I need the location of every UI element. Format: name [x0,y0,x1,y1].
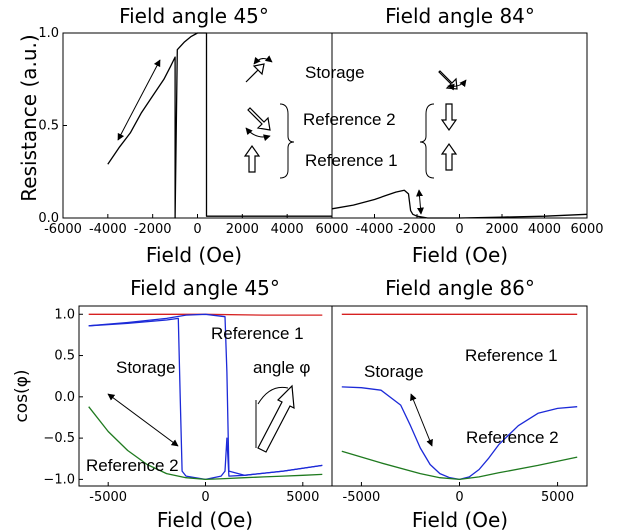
annotation-angle: angle φ [253,358,310,377]
y-tick-label: 0.5 [38,119,59,134]
y-tick-label: 1.0 [54,307,75,322]
x-tick-label: -6000 [44,222,82,237]
chart-title: Field angle 45° [130,276,280,300]
x-tick-label: 2000 [226,222,259,237]
series-group [331,189,588,219]
x-tick-label: 6000 [570,222,603,237]
panel-bottom-right: Field angle 86° Field (Oe) -5000 0 5000 Re… [331,276,588,532]
series-group [107,32,332,219]
x-tick-label: -2000 [134,222,172,237]
double-arrow-icon [117,59,161,141]
annotation-storage: Storage [305,63,365,82]
tick-group: -4000 -2000 0 2000 4000 6000 [356,214,604,237]
x-tick-label: 2000 [485,222,518,237]
x-tick-label: -4000 [356,222,394,237]
chart-title: Field angle 84° [385,4,535,28]
series-line [88,406,323,481]
double-arrow-icon [410,393,433,447]
x-tick-label: 4000 [528,222,561,237]
annotation-reference-2: Reference 2 [303,110,396,129]
curved-arrow-icon [253,55,273,65]
series-line [88,313,323,476]
hollow-arrow-icon [245,63,265,83]
x-tick-label: 0 [455,490,463,505]
panel-top-left: Field angle 45° Resistance (a.u.) Field … [17,4,398,267]
tick-group: -6000 -4000 -2000 0 2000 4000 6000 0.0 0.5 1.0 [38,26,348,237]
curved-arrow-icon [245,127,271,142]
y-tick-label: 0.5 [54,349,75,364]
tick-group: -5000 0 5000 1.0 0.5 0.0 −0.5 −1.0 [43,307,319,505]
annotation-reference-1: Reference 1 [465,346,558,365]
x-tick-label: 0 [201,490,209,505]
y-tick-label: 0.0 [54,390,75,405]
x-axis-label: Field (Oe) [146,243,242,267]
plot-frame [62,32,333,219]
bracket-icon [419,103,435,179]
annotation-reference-1: Reference 1 [211,324,304,343]
y-tick-label: −0.5 [43,431,75,446]
series-line [107,32,332,219]
plot-frame [331,305,588,487]
y-axis-label: cos(φ) [12,369,32,422]
x-tick-label: -5000 [343,490,381,505]
y-tick-label: −1.0 [43,472,75,487]
x-tick-label: 6000 [315,222,348,237]
x-tick-label: 0 [455,222,463,237]
annotation-reference-2: Reference 2 [86,456,179,475]
hollow-arrow-icon [247,107,271,131]
annotation-storage: Storage [116,358,176,377]
annotation-storage: Storage [364,362,424,381]
x-axis-label: Field (Oe) [412,243,508,267]
hollow-arrow-icon [243,144,261,173]
series-line [341,450,578,481]
x-axis-label: Field (Oe) [412,508,508,532]
series-group [341,313,578,481]
x-axis-label: Field (Oe) [157,508,253,532]
panel-bottom-left: Field angle 45° cos(φ) Field (Oe) -5000 0… [12,276,333,532]
annotation-reference-2: Reference 2 [466,428,559,447]
hollow-arrow-icon [440,103,458,132]
y-tick-label: 0.0 [38,211,59,226]
chart-title: Field angle 45° [119,4,269,28]
tick-group: -5000 0 5000 [343,482,574,505]
series-line [331,189,588,219]
x-tick-label: 5000 [286,490,319,505]
series-group [88,313,323,481]
double-arrow-icon [416,189,424,215]
y-tick-label: 1.0 [38,26,59,41]
chart-title: Field angle 86° [385,276,535,300]
x-tick-label: -2000 [398,222,436,237]
hollow-arrow-icon [440,142,458,171]
curved-arrow-icon [447,79,467,91]
hollow-arrow-icon [257,384,295,453]
angle-arc [257,386,289,405]
x-tick-label: -4000 [89,222,127,237]
x-tick-label: -5000 [89,490,127,505]
annotation-reference-1: Reference 1 [305,151,398,170]
double-arrow-icon [107,393,179,447]
x-tick-label: 5000 [541,490,574,505]
bracket-icon [279,103,295,179]
x-tick-label: 0 [193,222,201,237]
x-tick-label: 4000 [271,222,304,237]
y-axis-label: Resistance (a.u.) [17,34,41,201]
panel-top-right: Field angle 84° Field (Oe) -4000 -2000 0 20… [331,4,604,267]
